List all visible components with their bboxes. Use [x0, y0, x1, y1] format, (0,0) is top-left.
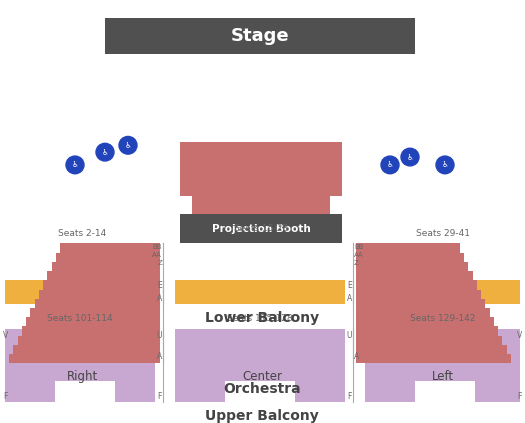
Text: Seats 2-14: Seats 2-14 — [58, 228, 106, 238]
Circle shape — [96, 143, 114, 161]
Text: ♿: ♿ — [71, 160, 78, 170]
Circle shape — [119, 137, 137, 154]
Bar — [175, 280, 345, 304]
Text: Lower Balcony: Lower Balcony — [205, 311, 319, 325]
Circle shape — [401, 148, 419, 166]
Text: Seats 101-114: Seats 101-114 — [47, 314, 113, 323]
Text: ♿: ♿ — [386, 160, 393, 170]
Bar — [180, 214, 342, 244]
Text: Orchestra: Orchestra — [223, 382, 301, 396]
Text: AA: AA — [152, 252, 162, 258]
Text: U: U — [346, 331, 352, 340]
Circle shape — [381, 156, 399, 174]
Text: BB: BB — [152, 244, 162, 250]
Text: Seats 29-41: Seats 29-41 — [416, 228, 470, 238]
Circle shape — [66, 156, 84, 174]
Text: Projection Booth: Projection Booth — [212, 224, 310, 234]
Polygon shape — [180, 142, 342, 214]
Polygon shape — [5, 244, 160, 363]
Bar — [105, 18, 415, 54]
Text: Z: Z — [354, 260, 359, 266]
Bar — [5, 280, 155, 304]
Text: ♿: ♿ — [442, 160, 448, 170]
Polygon shape — [175, 329, 345, 402]
Text: V: V — [517, 331, 522, 340]
Text: Seats 129-142: Seats 129-142 — [411, 314, 476, 323]
Text: A: A — [157, 352, 162, 361]
Text: Center: Center — [242, 371, 282, 383]
Text: F: F — [158, 392, 162, 401]
Text: Upper Balcony: Upper Balcony — [205, 409, 319, 423]
Text: A: A — [346, 294, 352, 303]
Text: E: E — [347, 281, 352, 290]
Text: Right: Right — [66, 371, 98, 383]
Text: F: F — [348, 392, 352, 401]
Text: F: F — [518, 392, 522, 401]
Text: U: U — [156, 331, 162, 340]
Text: E: E — [158, 281, 162, 290]
Circle shape — [436, 156, 454, 174]
Polygon shape — [5, 329, 155, 402]
Text: Z: Z — [157, 260, 162, 266]
Text: AA: AA — [354, 252, 364, 258]
Text: ♿: ♿ — [101, 148, 109, 157]
Bar — [365, 280, 520, 304]
Text: A: A — [354, 352, 359, 361]
Text: BB: BB — [354, 244, 363, 250]
Text: F: F — [3, 392, 7, 401]
Text: Seats 115-128: Seats 115-128 — [227, 314, 293, 323]
Text: V: V — [3, 331, 8, 340]
Text: ♿: ♿ — [124, 141, 131, 150]
Text: Seats 15-28: Seats 15-28 — [234, 224, 288, 233]
Text: Stage: Stage — [230, 27, 289, 45]
Polygon shape — [365, 329, 520, 402]
Polygon shape — [356, 244, 515, 363]
Text: Left: Left — [432, 371, 454, 383]
Text: A: A — [157, 294, 162, 303]
Text: ♿: ♿ — [406, 153, 414, 162]
